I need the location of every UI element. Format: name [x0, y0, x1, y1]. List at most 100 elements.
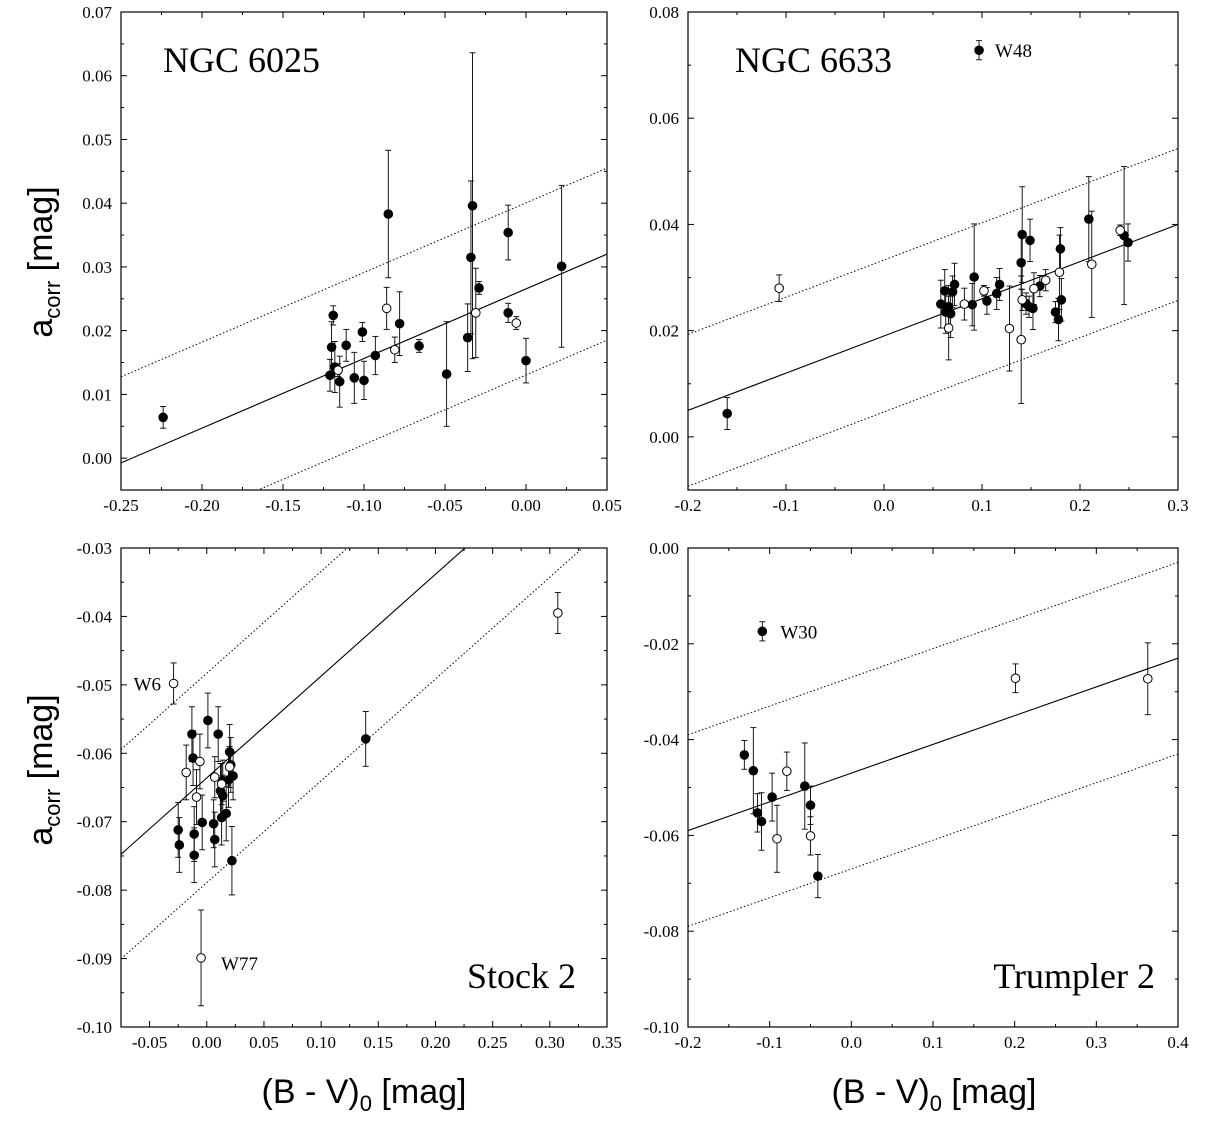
- data-point-filled: [936, 299, 946, 309]
- x-tick-label: 0.10: [306, 1033, 336, 1052]
- fit-line: [121, 253, 607, 464]
- fit-lines: [121, 167, 607, 490]
- data-point-open: [381, 303, 392, 314]
- x-tick-label: 0.35: [592, 1033, 622, 1052]
- data-point-filled: [503, 227, 513, 238]
- data-point-filled: [325, 370, 335, 381]
- x-tick-label: -0.1: [756, 1033, 783, 1052]
- data-point-filled: [441, 369, 452, 379]
- y-tick-label: 0.02: [649, 322, 679, 341]
- data-point-open: [216, 779, 227, 789]
- data-point-filled: [228, 771, 238, 781]
- data-point-open: [1016, 334, 1027, 345]
- x-label-main: (B - V): [832, 1073, 930, 1111]
- data-point-filled: [197, 817, 207, 828]
- y-tick-label: -0.03: [77, 539, 112, 558]
- panel-title: Trumpler 2: [993, 956, 1155, 996]
- panel-ngc-6633: -0.2 -0.1 0.0 0.1 0.2 0.3 0.00 0.02 0.04 0.06 0.08…: [649, 3, 1188, 515]
- y-axis-label-top: acorr [mag]: [22, 186, 65, 337]
- data-point-filled: [722, 408, 733, 419]
- data-point-filled: [326, 342, 337, 353]
- y-tick-label: -0.06: [77, 744, 112, 763]
- data-point-filled: [359, 375, 369, 386]
- x-tick-label: 0.00: [511, 496, 541, 515]
- panel-stock-2: -0.05 0.00 0.05 0.10 0.15 0.20 0.25 0.30 0.35 -0.…: [77, 539, 622, 1052]
- y-tick-label: -0.10: [644, 1018, 679, 1037]
- data-point-open: [470, 308, 481, 318]
- y-tick-label: 0.04: [82, 194, 112, 213]
- star-annotation: W77: [221, 954, 258, 975]
- data-point-filled: [357, 327, 368, 337]
- x-tick-label: 0.2: [1004, 1033, 1025, 1052]
- y-tick-label: 0.00: [82, 449, 112, 468]
- upper-band-line: [121, 548, 349, 750]
- data-point-filled: [462, 332, 473, 343]
- data-point-filled: [466, 252, 476, 263]
- x-label-sub: 0: [930, 1091, 942, 1116]
- data-point-open: [1010, 673, 1021, 684]
- data-point-open: [389, 344, 400, 355]
- data-point-filled: [503, 308, 513, 318]
- data-point-open: [1040, 275, 1051, 286]
- data-point-filled: [341, 340, 351, 351]
- y-tick-label: 0.06: [82, 67, 112, 86]
- x-tick-label: 0.30: [535, 1033, 565, 1052]
- data-point-filled: [349, 373, 360, 383]
- y-axis-label-bottom: acorr [mag]: [22, 694, 65, 845]
- data-point-filled: [813, 871, 823, 881]
- y-label-tail: [mag]: [22, 186, 60, 280]
- fit-line: [688, 657, 1178, 832]
- data-point-open: [805, 831, 816, 841]
- data-point-filled: [752, 808, 763, 818]
- data-point-open: [1004, 323, 1015, 334]
- data-point-open: [209, 772, 220, 783]
- data-point-open: [959, 299, 970, 309]
- data-point-filled: [1025, 235, 1035, 246]
- upper-band-line: [121, 167, 607, 378]
- x-tick-label: 0.1: [971, 496, 992, 515]
- y-tick-label: -0.09: [77, 950, 112, 969]
- data-point-filled: [1056, 295, 1067, 305]
- data-point-filled: [556, 261, 567, 272]
- y-tick-label: 0.07: [82, 3, 112, 22]
- y-tick-label: 0.04: [649, 215, 679, 234]
- y-tick-label: -0.02: [644, 635, 679, 654]
- data-point-filled: [217, 790, 228, 801]
- x-tick-label: 0.25: [478, 1033, 508, 1052]
- x-tick-label: 0.0: [873, 496, 894, 515]
- lower-band-line: [688, 299, 1178, 487]
- x-tick-label: 0.3: [1086, 1033, 1107, 1052]
- data-point-open: [1017, 295, 1027, 305]
- x-tick-label: 0.2: [1069, 496, 1090, 515]
- data-point-filled: [208, 818, 219, 829]
- y-tick-label: -0.08: [644, 922, 679, 941]
- data-point-filled: [221, 808, 232, 819]
- x-tick-label: 0.3: [1167, 496, 1188, 515]
- x-axis-label-right: (B - V)0 [mag]: [832, 1073, 1037, 1116]
- y-label-main: a: [22, 827, 60, 846]
- data-point-filled: [383, 209, 394, 219]
- data-point-open: [943, 323, 954, 333]
- data-point-filled: [158, 412, 168, 423]
- upper-band-line: [688, 561, 1178, 736]
- y-tick-label: -0.05: [77, 676, 112, 695]
- data-point-filled: [203, 715, 213, 726]
- panel-title: Stock 2: [467, 956, 576, 996]
- x-tick-label: -0.05: [132, 1033, 167, 1052]
- data-point-filled: [945, 308, 956, 319]
- y-tick-label: 0.00: [649, 428, 679, 447]
- data-point-filled: [757, 626, 768, 637]
- data-point-open: [979, 286, 989, 296]
- upper-band-line: [688, 148, 1178, 335]
- y-tick-label: -0.08: [77, 881, 112, 900]
- x-label-tail: [mag]: [372, 1073, 466, 1111]
- data-point-filled: [189, 850, 199, 861]
- lower-band-line: [688, 753, 1178, 927]
- star-annotation: W30: [780, 622, 817, 643]
- data-point-filled: [187, 729, 197, 739]
- data-point-filled: [969, 272, 979, 282]
- y-tick-label: 0.08: [649, 3, 679, 22]
- y-label-tail: [mag]: [22, 694, 60, 788]
- fit-line: [688, 223, 1178, 411]
